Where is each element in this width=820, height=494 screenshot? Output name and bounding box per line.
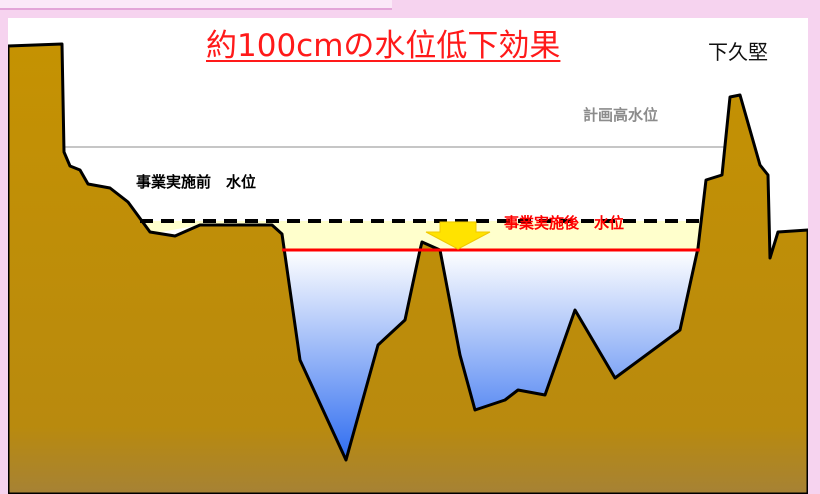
place-name-label: 下久堅 bbox=[708, 40, 768, 64]
after-water-level-label: 事業実施後 水位 bbox=[504, 214, 625, 232]
diagram-canvas bbox=[8, 18, 808, 494]
before-water-level-label: 事業実施前 水位 bbox=[136, 173, 257, 191]
diagram-title: 約100cmの水位低下効果 bbox=[206, 28, 561, 64]
down-arrow-icon bbox=[425, 221, 491, 250]
planned-high-water-label: 計画高水位 bbox=[583, 106, 659, 124]
tab-bar-remnant bbox=[0, 0, 392, 10]
terrain-cross-section bbox=[8, 42, 808, 494]
river-water bbox=[280, 250, 700, 460]
cross-section-svg bbox=[8, 42, 808, 494]
